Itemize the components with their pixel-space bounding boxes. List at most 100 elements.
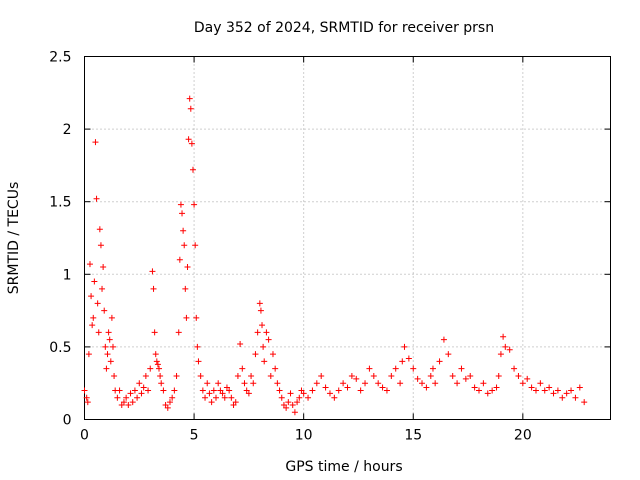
data-point: [383, 387, 390, 394]
data-point: [219, 390, 226, 397]
data-point: [259, 322, 266, 329]
data-point: [114, 394, 121, 401]
data-points: [81, 95, 588, 416]
data-point: [550, 390, 557, 397]
data-point: [100, 264, 107, 271]
data-point: [410, 365, 417, 372]
data-point: [375, 380, 382, 387]
data-point: [429, 365, 436, 372]
data-point: [109, 343, 116, 350]
data-point: [353, 375, 360, 382]
data-point: [90, 314, 97, 321]
data-point: [213, 394, 219, 401]
data-point: [158, 380, 165, 387]
x-tick-label: 15: [404, 428, 422, 444]
data-point: [116, 387, 123, 394]
data-point: [392, 365, 399, 372]
data-point: [97, 242, 104, 249]
data-point: [524, 375, 531, 382]
data-point: [186, 95, 193, 102]
data-point: [85, 351, 92, 358]
data-point: [206, 390, 213, 397]
data-point: [515, 372, 522, 379]
data-point: [493, 384, 500, 391]
data-point: [300, 390, 307, 397]
data-point: [177, 201, 184, 208]
data-point: [489, 387, 496, 394]
data-point: [199, 387, 206, 394]
data-point: [197, 372, 204, 379]
data-point: [497, 351, 504, 358]
data-point: [184, 264, 191, 271]
data-point: [204, 380, 211, 387]
y-tick-label: 0.5: [49, 340, 71, 356]
data-point: [187, 105, 194, 112]
data-point: [559, 394, 566, 401]
data-point: [291, 409, 298, 416]
x-tick-label: 20: [514, 428, 532, 444]
data-point: [101, 307, 108, 314]
data-point: [265, 336, 272, 343]
data-point: [313, 380, 320, 387]
data-point: [572, 394, 579, 401]
data-point: [208, 399, 215, 406]
data-point: [129, 399, 136, 406]
data-point: [274, 380, 281, 387]
data-point: [335, 387, 342, 394]
data-point: [93, 195, 100, 202]
data-point: [471, 384, 478, 391]
data-point: [399, 358, 406, 365]
data-point: [568, 387, 575, 394]
data-point: [278, 394, 285, 401]
grid: [84, 56, 611, 420]
data-point: [157, 372, 164, 379]
data-point: [458, 365, 465, 372]
data-point: [171, 387, 178, 394]
data-point: [154, 361, 161, 368]
data-point: [554, 387, 561, 394]
data-point: [528, 384, 535, 391]
y-tick-label: 2: [63, 122, 72, 138]
data-point: [175, 329, 182, 336]
data-point: [150, 285, 157, 292]
data-point: [366, 365, 373, 372]
data-point: [397, 380, 404, 387]
data-point: [576, 384, 583, 391]
data-point: [294, 399, 301, 406]
data-point: [210, 387, 217, 394]
data-point: [436, 358, 443, 365]
data-point: [194, 343, 201, 350]
data-point: [305, 394, 312, 401]
data-point: [511, 365, 518, 372]
data-point: [182, 285, 189, 292]
data-point: [260, 343, 267, 350]
data-point: [226, 387, 233, 394]
data-point: [215, 380, 222, 387]
data-point: [532, 387, 539, 394]
data-point: [541, 387, 548, 394]
data-point: [127, 390, 134, 397]
data-point: [123, 394, 130, 401]
y-tick-label: 0: [63, 413, 72, 429]
data-point: [546, 384, 553, 391]
data-point: [309, 387, 316, 394]
data-point: [454, 380, 461, 387]
y-axis-label: SRMTID / TECUs: [6, 182, 22, 295]
data-point: [287, 390, 294, 397]
data-point: [484, 390, 491, 397]
data-point: [180, 227, 187, 234]
data-point: [331, 394, 338, 401]
data-point: [89, 322, 96, 329]
data-point: [149, 268, 156, 275]
data-point: [189, 166, 196, 173]
data-point: [476, 387, 482, 394]
data-point: [423, 384, 430, 391]
data-point: [252, 351, 259, 358]
y-tick-label: 1: [63, 267, 72, 283]
data-point: [120, 399, 127, 406]
data-point: [502, 343, 509, 350]
data-point: [105, 329, 112, 336]
data-point: [480, 380, 487, 387]
data-point: [427, 372, 434, 379]
